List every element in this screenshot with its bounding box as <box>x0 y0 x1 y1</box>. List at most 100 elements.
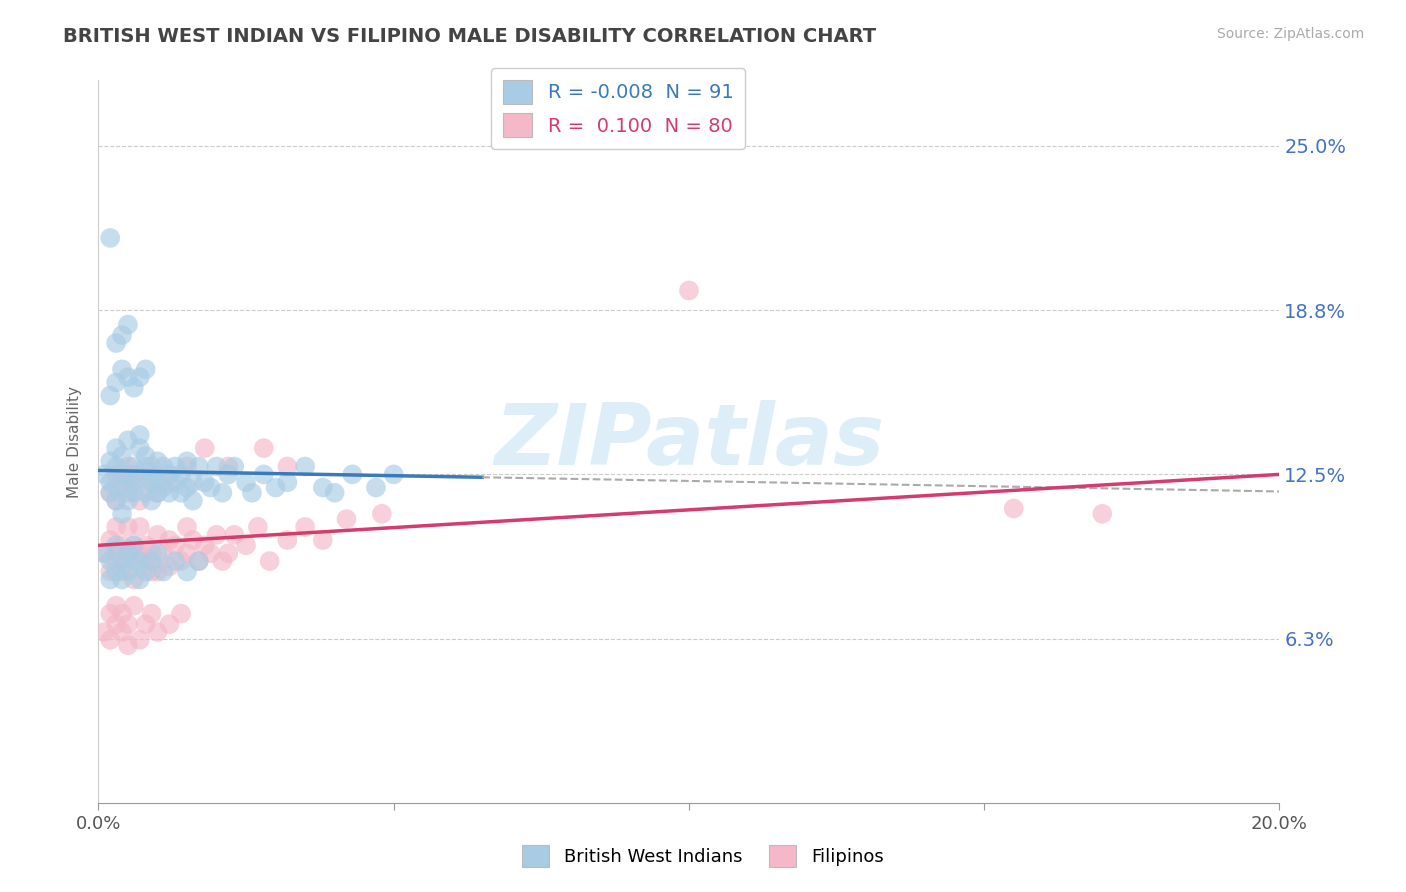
Point <box>323 485 346 500</box>
Point <box>181 533 204 547</box>
Point <box>122 459 145 474</box>
Point <box>93 546 115 560</box>
Point <box>98 454 121 468</box>
Point <box>194 538 217 552</box>
Point <box>128 546 150 560</box>
Text: Source: ZipAtlas.com: Source: ZipAtlas.com <box>1216 27 1364 41</box>
Point <box>157 533 180 547</box>
Point <box>211 554 233 568</box>
Point <box>135 617 157 632</box>
Point <box>205 528 228 542</box>
Point <box>146 625 169 640</box>
Text: ZIPatlas: ZIPatlas <box>494 400 884 483</box>
Point <box>135 554 157 568</box>
Point <box>98 607 121 621</box>
Point <box>187 554 209 568</box>
Point <box>342 467 364 482</box>
Point <box>276 475 298 490</box>
Point <box>141 554 163 568</box>
Point <box>176 454 198 468</box>
Point <box>111 507 134 521</box>
Point <box>111 607 134 621</box>
Point <box>122 554 145 568</box>
Point <box>111 475 134 490</box>
Point <box>111 362 134 376</box>
Point <box>93 467 115 482</box>
Point <box>170 467 193 482</box>
Point <box>117 434 139 448</box>
Point <box>217 546 239 560</box>
Point <box>678 284 700 298</box>
Point <box>122 538 145 552</box>
Point <box>98 573 121 587</box>
Point <box>128 493 150 508</box>
Point <box>117 546 139 560</box>
Point <box>294 520 316 534</box>
Point <box>146 485 169 500</box>
Point <box>141 607 163 621</box>
Point <box>146 485 169 500</box>
Point <box>176 520 198 534</box>
Point <box>211 485 233 500</box>
Point <box>105 336 128 351</box>
Point <box>117 546 139 560</box>
Point <box>128 520 150 534</box>
Point <box>364 481 387 495</box>
Point <box>152 565 174 579</box>
Point <box>111 449 134 463</box>
Point <box>176 481 198 495</box>
Point <box>312 533 335 547</box>
Point <box>111 467 134 482</box>
Point <box>105 459 128 474</box>
Point <box>157 467 180 482</box>
Point <box>141 565 163 579</box>
Point <box>141 459 163 474</box>
Point <box>98 565 121 579</box>
Point <box>1002 501 1025 516</box>
Point <box>105 538 128 552</box>
Point <box>98 388 121 402</box>
Point <box>246 520 269 534</box>
Point <box>235 538 257 552</box>
Point <box>141 493 163 508</box>
Point <box>176 459 198 474</box>
Point <box>111 565 134 579</box>
Point <box>105 599 128 613</box>
Point <box>105 554 128 568</box>
Point <box>157 617 180 632</box>
Point <box>105 467 128 482</box>
Point <box>117 485 139 500</box>
Point <box>200 481 222 495</box>
Point <box>200 546 222 560</box>
Point <box>135 565 157 579</box>
Point <box>117 520 139 534</box>
Point <box>111 625 134 640</box>
Point <box>217 467 239 482</box>
Point <box>1091 507 1114 521</box>
Point <box>122 573 145 587</box>
Point <box>117 638 139 652</box>
Point <box>176 565 198 579</box>
Point <box>135 475 157 490</box>
Point <box>240 485 263 500</box>
Point <box>176 546 198 560</box>
Point <box>187 459 209 474</box>
Point <box>294 459 316 474</box>
Point <box>128 573 150 587</box>
Point <box>253 467 276 482</box>
Point <box>181 493 204 508</box>
Point <box>371 507 394 521</box>
Point <box>157 485 180 500</box>
Point <box>98 485 121 500</box>
Point <box>141 467 163 482</box>
Point <box>205 459 228 474</box>
Point <box>135 459 157 474</box>
Point <box>170 485 193 500</box>
Point <box>152 481 174 495</box>
Point <box>259 554 281 568</box>
Point <box>264 481 287 495</box>
Point <box>122 467 145 482</box>
Point <box>122 485 145 500</box>
Point <box>165 538 187 552</box>
Point <box>194 441 217 455</box>
